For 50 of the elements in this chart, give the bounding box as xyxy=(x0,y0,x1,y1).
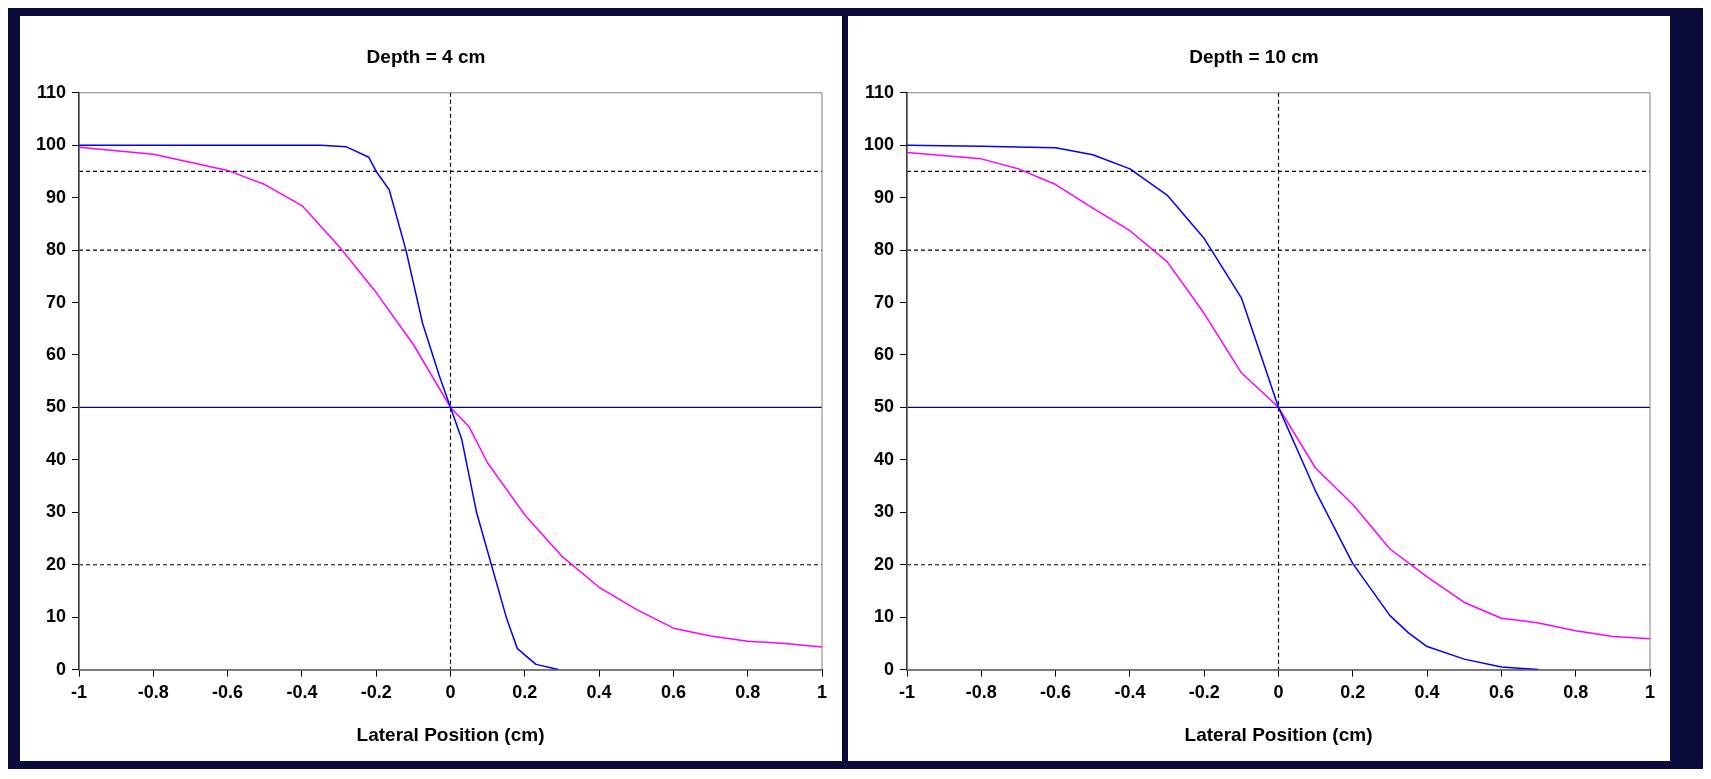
x-tick-label: -0.4 xyxy=(1114,682,1146,703)
y-tick-label: 90 xyxy=(46,186,67,207)
x-tick-label: 0.6 xyxy=(1488,682,1514,703)
x-tick-label: 0.2 xyxy=(1340,682,1366,703)
y-tick-label: 60 xyxy=(874,343,895,364)
x-axis-title: Lateral Position (cm) xyxy=(1184,723,1373,745)
y-tick-label: 100 xyxy=(863,134,895,155)
y-tick-label: 10 xyxy=(874,606,895,627)
x-tick-label: 1 xyxy=(1644,682,1656,703)
y-tick-label: 50 xyxy=(46,396,67,417)
y-tick-label: 70 xyxy=(46,291,67,312)
y-tick-label: 20 xyxy=(874,553,895,574)
y-tick-label: 80 xyxy=(46,239,67,260)
x-tick-label: 0.2 xyxy=(512,682,538,703)
y-tick-label: 20 xyxy=(46,553,67,574)
y-tick-label: 40 xyxy=(874,448,895,469)
y-tick-label: 30 xyxy=(46,501,67,522)
x-tick-label: 1 xyxy=(816,682,828,703)
x-tick-label: -1 xyxy=(899,682,916,703)
x-tick-label: 0.4 xyxy=(586,682,612,703)
x-axis-title: Lateral Position (cm) xyxy=(356,723,545,745)
x-tick-label: 0 xyxy=(445,682,456,703)
x-tick-label: 0.8 xyxy=(1563,682,1589,703)
x-tick-label: -0.6 xyxy=(1040,682,1072,703)
y-tick-label: 100 xyxy=(35,134,67,155)
y-tick-label: 40 xyxy=(46,448,67,469)
y-tick-label: 10 xyxy=(46,606,67,627)
y-tick-label: 50 xyxy=(874,396,895,417)
x-tick-label: -0.4 xyxy=(286,682,318,703)
y-tick-label: 110 xyxy=(36,81,67,102)
y-tick-label: 90 xyxy=(874,186,895,207)
x-tick-label: 0 xyxy=(1273,682,1284,703)
x-tick-label: -0.8 xyxy=(965,682,997,703)
y-tick-label: 60 xyxy=(46,343,67,364)
x-tick-label: -1 xyxy=(71,682,88,703)
y-tick-label: 80 xyxy=(874,239,895,260)
x-tick-label: -0.6 xyxy=(212,682,244,703)
x-tick-label: 0.6 xyxy=(660,682,686,703)
y-tick-label: 110 xyxy=(864,81,895,102)
y-tick-label: 0 xyxy=(56,658,67,679)
x-tick-label: 0.4 xyxy=(1414,682,1440,703)
chart-title: Depth = 10 cm xyxy=(1189,45,1319,67)
x-tick-label: 0.8 xyxy=(735,682,761,703)
chart-title: Depth = 4 cm xyxy=(366,45,486,67)
y-tick-label: 30 xyxy=(874,501,895,522)
y-tick-label: 0 xyxy=(884,658,895,679)
x-tick-label: -0.2 xyxy=(1188,682,1220,703)
x-tick-label: -0.2 xyxy=(360,682,392,703)
x-tick-label: -0.8 xyxy=(137,682,169,703)
y-tick-label: 70 xyxy=(874,291,895,312)
